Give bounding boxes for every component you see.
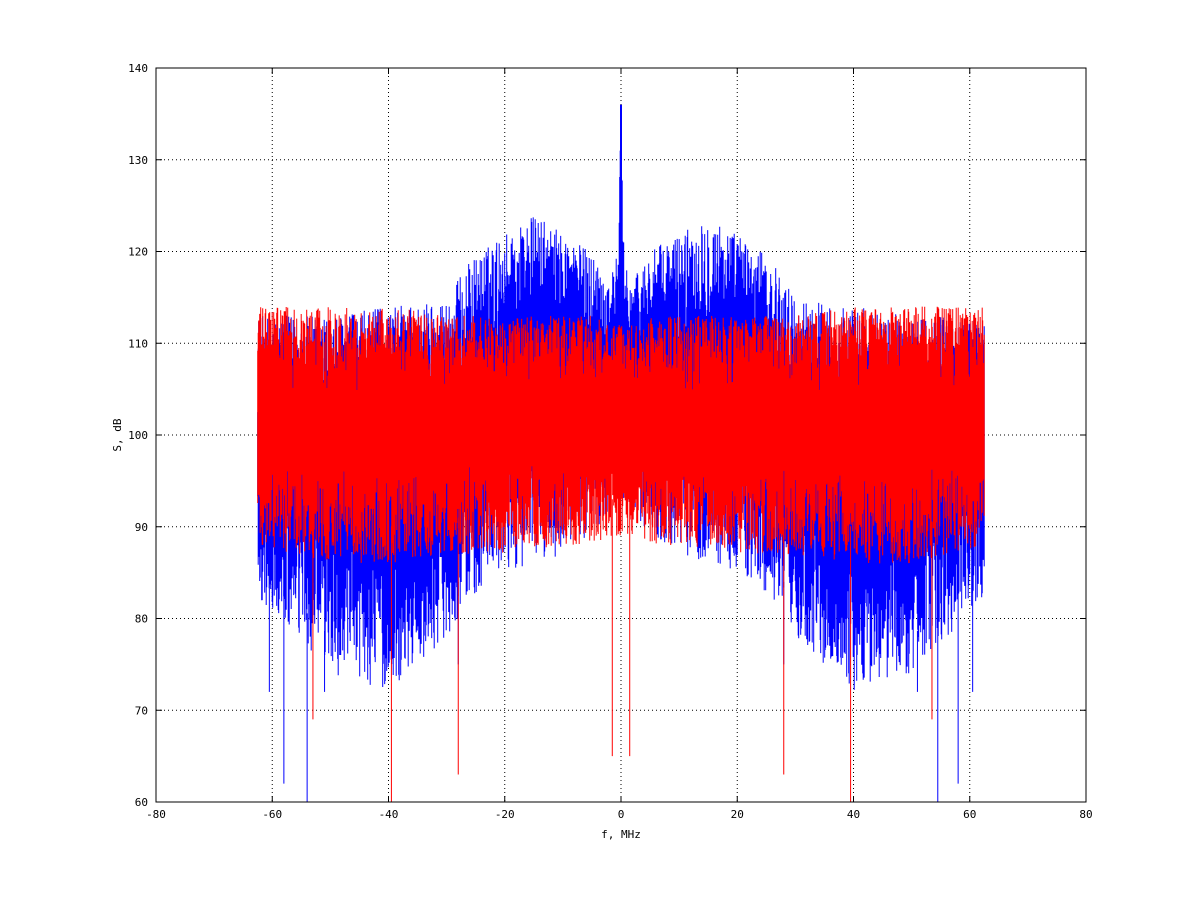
- y-axis-label: S, dB: [111, 418, 124, 451]
- y-tick-label: 140: [128, 62, 148, 75]
- y-tick-label: 80: [135, 613, 148, 626]
- x-axis-label: f, MHz: [601, 828, 641, 841]
- x-tick-label: -20: [495, 808, 515, 821]
- x-tick-label: 0: [618, 808, 625, 821]
- y-tick-label: 60: [135, 796, 148, 809]
- y-tick-label: 110: [128, 337, 148, 350]
- y-tick-label: 130: [128, 154, 148, 167]
- x-tick-label: 40: [847, 808, 860, 821]
- x-tick-label: 60: [963, 808, 976, 821]
- y-tick-label: 90: [135, 521, 148, 534]
- axis-ticks: -80 -60 -40 -20 0 20 40 60 80 60 70 80 90 100 110 120 13…: [128, 62, 1093, 821]
- x-tick-label: -80: [146, 808, 166, 821]
- x-tick-label: 20: [731, 808, 744, 821]
- y-tick-label: 100: [128, 429, 148, 442]
- x-tick-label: 80: [1079, 808, 1092, 821]
- x-tick-label: -40: [379, 808, 399, 821]
- series-layer: [257, 104, 985, 802]
- y-tick-label: 70: [135, 704, 148, 717]
- y-tick-label: 120: [128, 246, 148, 259]
- series-red: [257, 306, 985, 802]
- series-trace: [257, 306, 985, 564]
- x-tick-label: -60: [262, 808, 282, 821]
